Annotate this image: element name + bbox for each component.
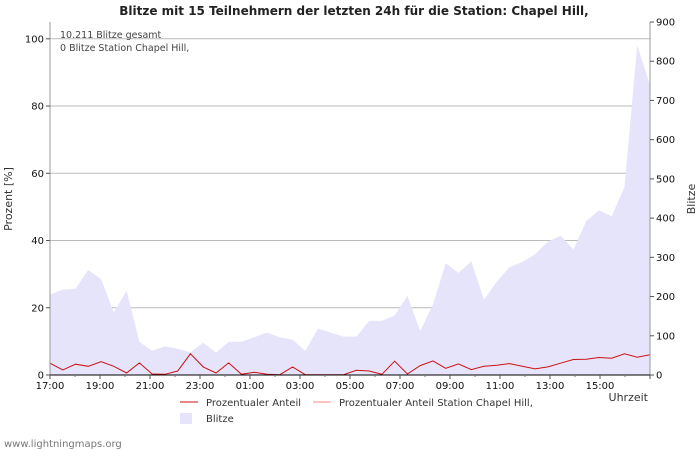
x-tick-label-0100: 01:00	[236, 381, 265, 392]
x-tick-label-0700: 07:00	[386, 381, 415, 392]
x-tick-label-1100: 11:00	[486, 381, 515, 392]
right-tick-label-200: 200	[656, 292, 675, 303]
x-tick-label-1500: 15:00	[586, 381, 615, 392]
left-tick-label-60: 60	[31, 169, 44, 180]
legend-label-blitze: Blitze	[206, 414, 234, 425]
x-tick-label-0500: 05:00	[336, 381, 365, 392]
x-ticks: 17:00 19:00 21:00 23:00 01:00 03:00 05:00 07:00…	[36, 375, 651, 392]
x-tick-label-1900: 19:00	[86, 381, 115, 392]
x-axis-label: Uhrzeit	[609, 391, 649, 404]
y-axis-left-label: Prozent [%]	[2, 167, 15, 231]
blitze-area	[50, 45, 650, 375]
right-tick-label-700: 700	[656, 96, 675, 107]
right-tick-label-0: 0	[656, 371, 662, 382]
legend-swatch-blitze	[180, 413, 192, 424]
left-tick-label-0: 0	[38, 371, 44, 382]
x-tick-label-2100: 21:00	[136, 381, 165, 392]
x-tick-label-1300: 13:00	[536, 381, 565, 392]
left-tick-label-40: 40	[31, 236, 44, 247]
x-tick-label-2300: 23:00	[186, 381, 215, 392]
right-tick-label-600: 600	[656, 135, 675, 146]
right-tick-label-800: 800	[656, 57, 675, 68]
legend-label-station: Prozentualer Anteil Station Chapel Hill,	[339, 398, 533, 409]
x-tick-label-1700: 17:00	[36, 381, 65, 392]
left-tick-label-20: 20	[31, 303, 44, 314]
info-total: 10.211 Blitze gesamt	[60, 30, 162, 41]
right-tick-label-400: 400	[656, 214, 675, 225]
legend-label-percent: Prozentualer Anteil	[206, 398, 301, 409]
percent-line	[49, 353, 651, 376]
right-tick-label-300: 300	[656, 253, 675, 264]
x-tick-label-0300: 03:00	[286, 381, 315, 392]
left-tick-label-100: 100	[25, 34, 44, 45]
footer-credit: www.lightningmaps.org	[4, 439, 122, 450]
y-axis-right-label: Blitze	[685, 184, 698, 215]
right-tick-label-100: 100	[656, 331, 675, 342]
right-tick-label-900: 900	[656, 18, 675, 29]
info-station: 0 Blitze Station Chapel Hill,	[60, 43, 189, 54]
right-ticks: 0 100 200 300 400 500 600 700 800 900	[650, 18, 675, 382]
left-tick-label-80: 80	[31, 102, 44, 113]
x-tick-label-0900: 09:00	[436, 381, 465, 392]
right-tick-label-500: 500	[656, 174, 675, 185]
left-ticks: 0 20 40 60 80 100	[25, 34, 50, 382]
chart-title: Blitze mit 15 Teilnehmern der letzten 24…	[119, 4, 588, 18]
legend: Prozentualer Anteil Prozentualer Anteil …	[180, 398, 533, 425]
